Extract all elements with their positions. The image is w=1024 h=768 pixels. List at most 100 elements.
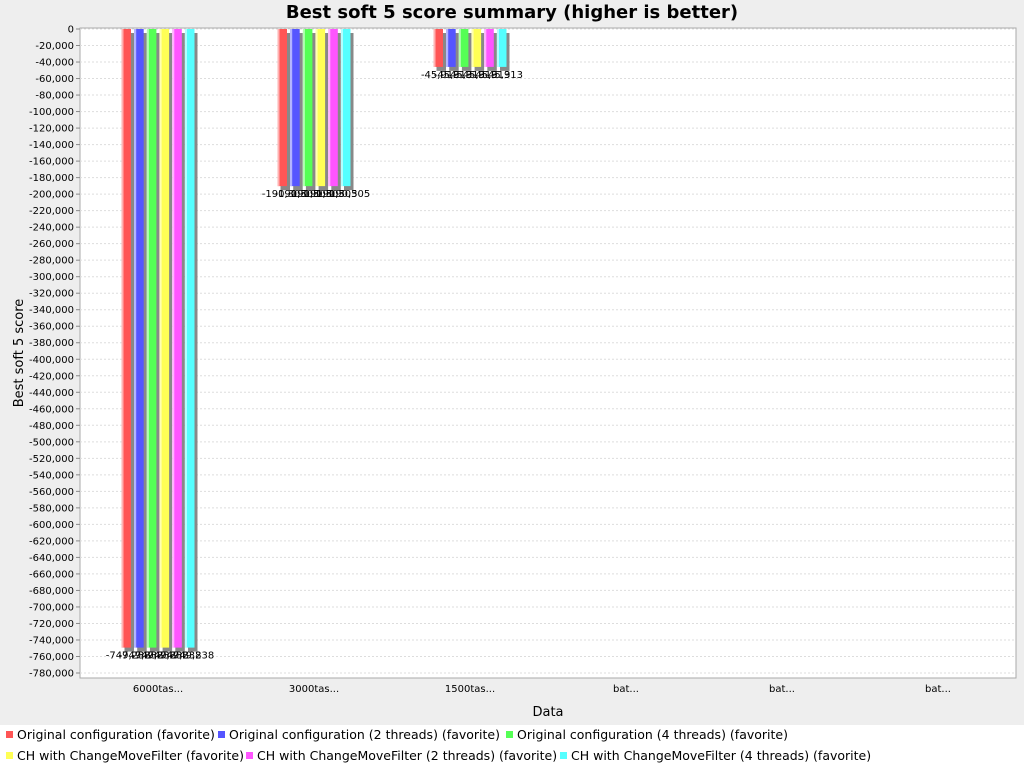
y-tick-label: -280,000 [29, 256, 74, 267]
bar [302, 29, 313, 187]
y-tick-label: -140,000 [29, 140, 74, 151]
y-tick-label: -180,000 [29, 173, 74, 184]
y-tick-label: -720,000 [29, 619, 74, 630]
bar [121, 29, 131, 648]
bar-highlight [484, 29, 487, 67]
y-tick-label: -640,000 [29, 553, 74, 564]
y-tick-label: -520,000 [29, 454, 74, 465]
bar [172, 29, 182, 648]
y-tick-label: -240,000 [29, 223, 74, 234]
bar-highlight [185, 29, 187, 648]
x-tick-label: 1500tas... [445, 684, 495, 695]
y-tick-label: -780,000 [29, 669, 74, 680]
bar-highlight [315, 29, 318, 187]
y-tick-label: -480,000 [29, 421, 74, 432]
data-label: -190,305 [300, 189, 345, 200]
x-tick-label: bat... [925, 684, 951, 695]
y-tick-label: -420,000 [29, 371, 74, 382]
y-tick-label: -580,000 [29, 503, 74, 514]
data-label: -45,913 [472, 70, 511, 81]
y-tick-label: -260,000 [29, 239, 74, 250]
legend-swatch [6, 752, 13, 759]
data-labels: -749,238-749,238-749,238-749,238-749,238… [106, 70, 523, 662]
bar [290, 29, 300, 187]
y-tick-label: -560,000 [29, 487, 74, 498]
y-tick-label: -100,000 [29, 107, 74, 118]
y-tick-label: -440,000 [29, 388, 74, 399]
data-label: -749,238 [118, 651, 163, 662]
data-label: -749,238 [106, 651, 151, 662]
y-tick-label: 0 [68, 25, 74, 36]
legend-item-label: CH with ChangeMoveFilter (favorite) [17, 748, 244, 763]
y-axis-label: Best soft 5 score [12, 299, 27, 408]
y-tick-label: -320,000 [29, 289, 74, 300]
data-label: -749,238 [131, 651, 176, 662]
data-label: -190,305 [262, 189, 307, 200]
legend-swatch [218, 731, 225, 738]
bar-highlight [159, 29, 162, 648]
legend-swatch [6, 731, 13, 738]
grid-lines [80, 28, 1016, 674]
bar [484, 29, 494, 67]
bar [471, 29, 482, 67]
legend-swatch [560, 752, 567, 759]
data-label: -190,305 [313, 189, 358, 200]
y-tick-label: -740,000 [29, 635, 74, 646]
y-tick-label: -680,000 [29, 586, 74, 597]
legend-swatch [246, 752, 253, 759]
y-tick-label: -20,000 [35, 41, 74, 52]
x-tick-label: bat... [613, 684, 639, 695]
bar-highlight [433, 29, 436, 67]
bar-highlight [497, 29, 499, 67]
x-tick-label: bat... [769, 684, 795, 695]
bar [341, 29, 351, 187]
data-label: -749,238 [157, 651, 202, 662]
bar [159, 29, 170, 648]
y-tick-label: -160,000 [29, 157, 74, 168]
x-tick-label: 3000tas... [289, 684, 339, 695]
bar [497, 29, 507, 67]
x-axis-label: Data [532, 705, 563, 720]
data-label: -45,913 [446, 70, 485, 81]
y-tick-label: -360,000 [29, 322, 74, 333]
bar-highlight [134, 29, 137, 648]
bar [458, 29, 469, 67]
x-axis-ticks: 6000tas... 3000tas... 1500tas... bat... bat.… [133, 684, 951, 695]
plot-area [79, 27, 1017, 679]
y-tick-label: -120,000 [29, 124, 74, 135]
bar-highlight [471, 29, 474, 67]
bar [315, 29, 326, 187]
y-tick-label: -700,000 [29, 602, 74, 613]
bar-highlight [172, 29, 175, 648]
bars [121, 29, 510, 652]
legend-item-label: CH with ChangeMoveFilter (4 threads) (fa… [571, 748, 871, 763]
legend-swatch [506, 731, 513, 738]
y-tick-label: -200,000 [29, 190, 74, 201]
legend: Original configuration (favorite) Origina… [6, 727, 871, 763]
legend-item-label: Original configuration (4 threads) (favo… [517, 727, 788, 742]
legend-item-label: Original configuration (favorite) [17, 727, 215, 742]
y-tick-label: -80,000 [35, 91, 74, 102]
bar [433, 29, 443, 67]
bar-highlight [121, 29, 124, 648]
x-tick-label: 6000tas... [133, 684, 183, 695]
bar [146, 29, 157, 648]
bar [134, 29, 144, 648]
bar [185, 29, 195, 648]
legend-item-label: CH with ChangeMoveFilter (2 threads) (fa… [257, 748, 557, 763]
y-tick-label: -760,000 [29, 652, 74, 663]
bar-highlight [328, 29, 331, 187]
bar-highlight [302, 29, 305, 187]
y-tick-label: -380,000 [29, 338, 74, 349]
bar-highlight [446, 29, 449, 67]
y-tick-label: -460,000 [29, 404, 74, 415]
data-label: -45,913 [459, 70, 498, 81]
y-tick-label: -300,000 [29, 272, 74, 283]
data-label: -45,913 [434, 70, 473, 81]
data-label: -749,238 [144, 651, 189, 662]
data-label: -190,305 [274, 189, 319, 200]
y-tick-label: -220,000 [29, 206, 74, 217]
data-label: -45,913 [484, 70, 523, 81]
